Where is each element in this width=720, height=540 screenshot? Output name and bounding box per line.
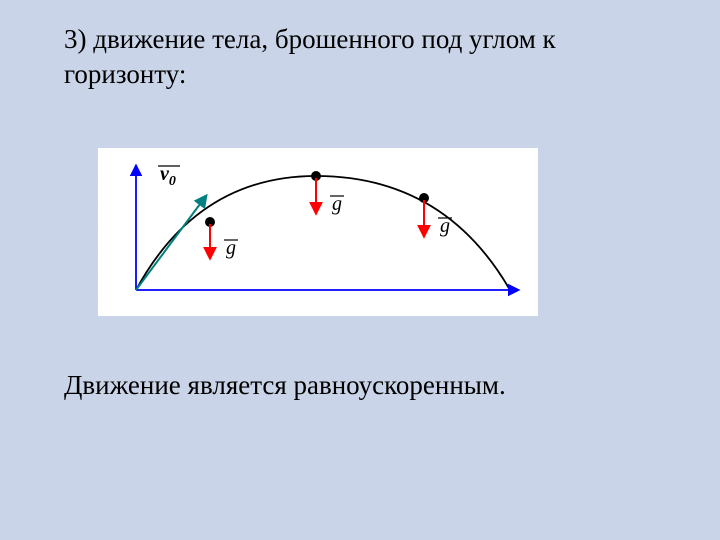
conclusion-text: Движение является равноускоренным. [64,370,506,401]
projectile-diagram: v0 g g g [98,148,538,316]
g-label: g [440,215,450,237]
page-title: 3) движение тела, брошенного под углом к… [64,22,556,92]
velocity-label: v0 [160,163,176,189]
velocity-vector [136,196,206,290]
title-line2: горизонту: [64,59,186,89]
title-line1: 3) движение тела, брошенного под углом к [64,24,556,54]
trajectory-curve [136,176,510,290]
g-label: g [332,193,342,215]
diagram-svg: v0 g g g [98,148,538,316]
points-group: g g g [205,171,452,259]
velocity-label-group: v0 [158,163,180,189]
g-label: g [226,237,236,259]
